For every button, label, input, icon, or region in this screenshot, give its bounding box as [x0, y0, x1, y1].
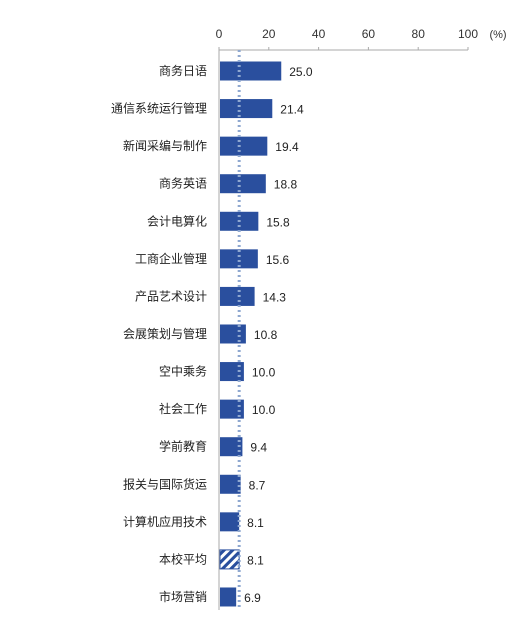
- bar: [220, 474, 241, 494]
- data-label: 10.0: [252, 366, 276, 380]
- category-label: 通信系统运行管理: [111, 101, 207, 116]
- bar: [220, 437, 243, 457]
- bar: [220, 136, 268, 156]
- x-tick-label: 60: [362, 27, 376, 41]
- data-label: 8.7: [249, 478, 266, 492]
- data-label: 19.4: [275, 140, 299, 154]
- bar: [220, 399, 244, 419]
- category-label: 社会工作: [159, 401, 207, 416]
- category-label: 报关与国际货运: [123, 476, 207, 491]
- category-label: 会计电算化: [147, 213, 207, 228]
- data-label: 9.4: [250, 441, 267, 455]
- data-label: 15.6: [266, 253, 290, 267]
- bar: [220, 174, 266, 194]
- data-label: 10.8: [254, 328, 278, 342]
- data-label: 10.0: [252, 403, 276, 417]
- x-unit-label: (%): [489, 29, 506, 41]
- data-label: 15.8: [266, 215, 290, 229]
- data-label: 6.9: [244, 591, 261, 605]
- bar-average: [219, 549, 240, 570]
- bar: [220, 249, 258, 269]
- category-label: 空中乘务: [159, 364, 207, 379]
- x-tick-label: 20: [262, 27, 276, 41]
- x-tick-label: 100: [458, 27, 478, 41]
- data-label: 8.1: [247, 553, 264, 567]
- bar: [220, 587, 237, 607]
- category-label: 计算机应用技术: [123, 514, 207, 529]
- data-label: 18.8: [274, 178, 298, 192]
- bar: [220, 512, 240, 532]
- x-tick-label: 40: [312, 27, 326, 41]
- category-label: 新闻采编与制作: [123, 138, 207, 153]
- bar: [220, 286, 255, 306]
- x-axis: 0 20 40 60 80 100 (%): [216, 27, 507, 610]
- bars: [219, 61, 282, 607]
- bar: [220, 61, 282, 81]
- category-label: 学前教育: [159, 439, 207, 454]
- x-tick-label: 80: [412, 27, 426, 41]
- category-label: 商务日语: [159, 63, 207, 78]
- data-label: 8.1: [247, 516, 264, 530]
- data-label: 14.3: [263, 290, 287, 304]
- category-label: 本校平均: [159, 551, 207, 566]
- bar: [220, 99, 273, 119]
- bar: [220, 324, 246, 344]
- data-label: 21.4: [280, 103, 304, 117]
- x-tick-label: 0: [216, 27, 223, 41]
- category-label: 市场营销: [159, 589, 207, 604]
- category-label: 工商企业管理: [135, 251, 207, 266]
- category-label: 产品艺术设计: [135, 289, 207, 303]
- data-label: 25.0: [289, 65, 313, 79]
- labels: 商务日语 25.0 通信系统运行管理 21.4 新闻采编与制作 19.4 商务英语 18.8 会…: [111, 63, 313, 605]
- category-label: 商务英语: [159, 176, 207, 191]
- category-label: 会展策划与管理: [123, 326, 207, 341]
